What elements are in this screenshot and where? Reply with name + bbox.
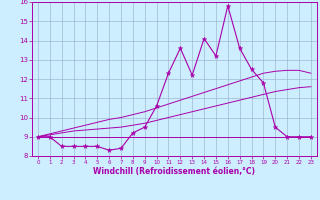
X-axis label: Windchill (Refroidissement éolien,°C): Windchill (Refroidissement éolien,°C) bbox=[93, 167, 255, 176]
